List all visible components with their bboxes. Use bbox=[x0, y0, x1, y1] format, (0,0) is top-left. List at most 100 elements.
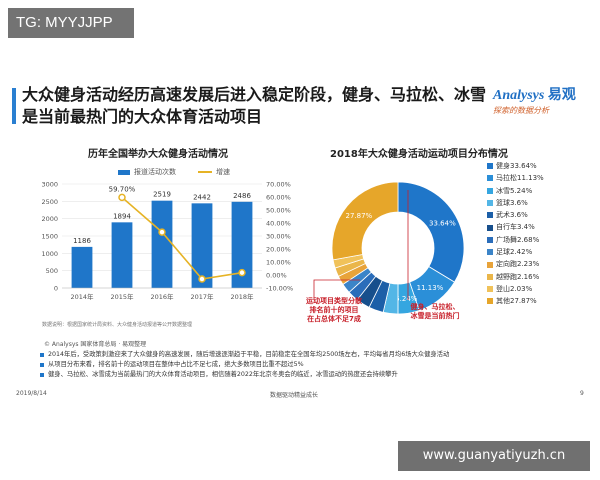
legend-item: 冰雪5.24% bbox=[487, 185, 597, 197]
x-tick-label: 2017年 bbox=[190, 292, 214, 301]
bar-value-label: 1894 bbox=[113, 212, 131, 220]
legend-swatch bbox=[487, 298, 493, 305]
y-tick-label: 1500 bbox=[41, 233, 58, 241]
donut-chart: 33.64% 11.13% 5.24% 27.87% bbox=[313, 181, 465, 315]
footer-date: 2019/8/14 bbox=[16, 390, 47, 397]
legend-item: 定向跑2.23% bbox=[487, 258, 597, 270]
bar-chart-source: 数据说明：根据国家统计局资料、大众健身活动报道等公开数据整理 bbox=[42, 322, 193, 328]
bar-chart-title: 历年全国举办大众健身活动情况 bbox=[88, 149, 228, 160]
y-tick-label: 2000 bbox=[41, 215, 58, 223]
legend-item: 马拉松11.13% bbox=[487, 172, 597, 184]
footer-center: 数据驱动精益成长 bbox=[270, 392, 319, 399]
legend-line-swatch bbox=[198, 171, 212, 173]
growth-label: 59.70% bbox=[109, 185, 136, 193]
logo-cn: 易观 bbox=[547, 87, 576, 103]
donut-slice bbox=[331, 181, 399, 261]
bar-value-label: 1186 bbox=[73, 237, 91, 245]
y-tick-label: 0 bbox=[54, 285, 58, 293]
annotation-bracket bbox=[313, 279, 360, 300]
bar bbox=[151, 200, 173, 288]
annotation-line-1: 运动项目类型分散 bbox=[306, 297, 362, 305]
y2-tick-label: 10.00% bbox=[266, 259, 291, 267]
legend-label: 冰雪5.24% bbox=[496, 186, 533, 195]
legend-swatch bbox=[487, 187, 493, 194]
analysys-logo: Analysys 易观 探索的数据分析 bbox=[493, 84, 593, 124]
note-item: 2014年后，受政策刺激迎来了大众健身的高速发展，随后增速逐渐趋于平稳，目前稳定… bbox=[40, 350, 588, 360]
slice-label: 33.64% bbox=[429, 219, 456, 227]
bar-value-label: 2486 bbox=[233, 192, 251, 200]
y2-tick-label: 30.00% bbox=[266, 233, 291, 241]
legend-label: 篮球3.6% bbox=[496, 198, 528, 207]
x-tick-label: 2018年 bbox=[230, 292, 254, 301]
y-tick-label: 500 bbox=[46, 267, 58, 275]
y-tick-label: 2500 bbox=[41, 198, 58, 206]
headline-accent-bar bbox=[12, 88, 16, 124]
y2-tick-label: 70.00% bbox=[266, 181, 291, 189]
legend-label: 足球2.42% bbox=[496, 248, 533, 257]
bullet-icon bbox=[40, 363, 44, 367]
bar-line-chart: 0 500 1000 1500 2000 2500 3000 -10.00% 0.00% 10.0… bbox=[41, 181, 293, 302]
legend-swatch bbox=[487, 163, 493, 170]
growth-point bbox=[238, 268, 246, 277]
growth-point bbox=[158, 228, 166, 236]
legend-item: 其他27.87% bbox=[487, 295, 597, 307]
copyright-line: © Analysys 国家体育总局 · 易观整理 bbox=[44, 341, 147, 348]
y2-tick-label: 60.00% bbox=[266, 194, 291, 202]
y2-tick-label: 40.00% bbox=[266, 220, 291, 228]
x-tick-label: 2016年 bbox=[150, 292, 174, 301]
x-tick-label: 2015年 bbox=[110, 292, 134, 301]
legend-item: 武术3.6% bbox=[487, 209, 597, 221]
annotation-line-2: 排名前十的项目 bbox=[309, 306, 359, 314]
growth-line bbox=[121, 196, 243, 280]
pie-chart-title: 2018年大众健身活动运动项目分布情况 bbox=[330, 149, 508, 160]
legend-swatch bbox=[487, 200, 493, 207]
slice-label: 5.24% bbox=[395, 295, 418, 303]
legend-label: 定向跑2.23% bbox=[496, 260, 540, 269]
y-tick-label: 1000 bbox=[41, 250, 58, 258]
legend-label: 登山2.03% bbox=[496, 284, 533, 293]
slice-label: 11.13% bbox=[417, 284, 444, 292]
legend-item: 健身33.64% bbox=[487, 160, 597, 172]
legend-item: 越野跑2.16% bbox=[487, 271, 597, 283]
legend-label: 越野跑2.16% bbox=[496, 272, 540, 281]
bar bbox=[191, 203, 213, 288]
legend-label: 广场舞2.68% bbox=[496, 235, 540, 244]
legend-swatch bbox=[487, 236, 493, 243]
y2-tick-label: 0.00% bbox=[266, 272, 287, 280]
bullet-icon bbox=[40, 353, 44, 357]
legend-bar-swatch bbox=[118, 169, 130, 175]
legend-item: 足球2.42% bbox=[487, 246, 597, 258]
legend-item: 登山2.03% bbox=[487, 283, 597, 295]
footer-page: 9 bbox=[580, 390, 584, 397]
y-tick-label: 3000 bbox=[41, 181, 58, 189]
bar bbox=[231, 201, 253, 288]
legend-swatch bbox=[487, 249, 493, 256]
legend-label: 健身33.64% bbox=[496, 162, 537, 170]
pie-annotation-right: 健身、马拉松、 冰雪是当前热门 bbox=[400, 303, 470, 321]
legend-label: 自行车3.4% bbox=[496, 223, 535, 232]
pie-annotation-left: 运动项目类型分散 排名前十的项目 在占总体不足7成 bbox=[296, 297, 372, 324]
x-tick-label: 2014年 bbox=[70, 292, 94, 301]
legend-label: 武术3.6% bbox=[496, 211, 528, 220]
growth-point bbox=[118, 193, 126, 202]
note-item: 健身、马拉松、冰雪成为当前最热门的大众体育活动项目，相信随着2022年北京冬奥会… bbox=[40, 370, 588, 380]
notes-list: 2014年后，受政策刺激迎来了大众健身的高速发展，随后增速逐渐趋于平稳，目前稳定… bbox=[40, 350, 588, 380]
legend-swatch bbox=[487, 212, 493, 219]
logo-name: Analysys bbox=[493, 88, 545, 103]
bar-value-label: 2519 bbox=[153, 191, 171, 199]
legend-item: 自行车3.4% bbox=[487, 221, 597, 233]
logo-subtitle: 探索的数据分析 bbox=[493, 106, 549, 115]
legend-line-label: 增速 bbox=[216, 168, 230, 176]
legend-swatch bbox=[487, 273, 493, 280]
bullet-icon bbox=[40, 373, 44, 377]
note-item: 从项目分布来看，排名前十的运动项目在整体中占比不足七成，绝大多数项目比重不超过5… bbox=[40, 360, 588, 370]
donut-slice bbox=[397, 181, 465, 283]
y2-tick-label: -10.00% bbox=[266, 285, 293, 293]
bar bbox=[111, 222, 133, 288]
note-text: 健身、马拉松、冰雪成为当前最热门的大众体育活动项目，相信随着2022年北京冬奥会… bbox=[48, 371, 398, 378]
y2-tick-label: 50.00% bbox=[266, 207, 291, 215]
annotation2-line-1: 健身、马拉松、 bbox=[410, 303, 460, 311]
bar-chart-legend: 报道活动次数 增速 bbox=[118, 167, 230, 177]
legend-swatch bbox=[487, 175, 493, 182]
note-text: 从项目分布来看，排名前十的运动项目在整体中占比不足七成，绝大多数项目比重不超过5… bbox=[48, 361, 304, 368]
